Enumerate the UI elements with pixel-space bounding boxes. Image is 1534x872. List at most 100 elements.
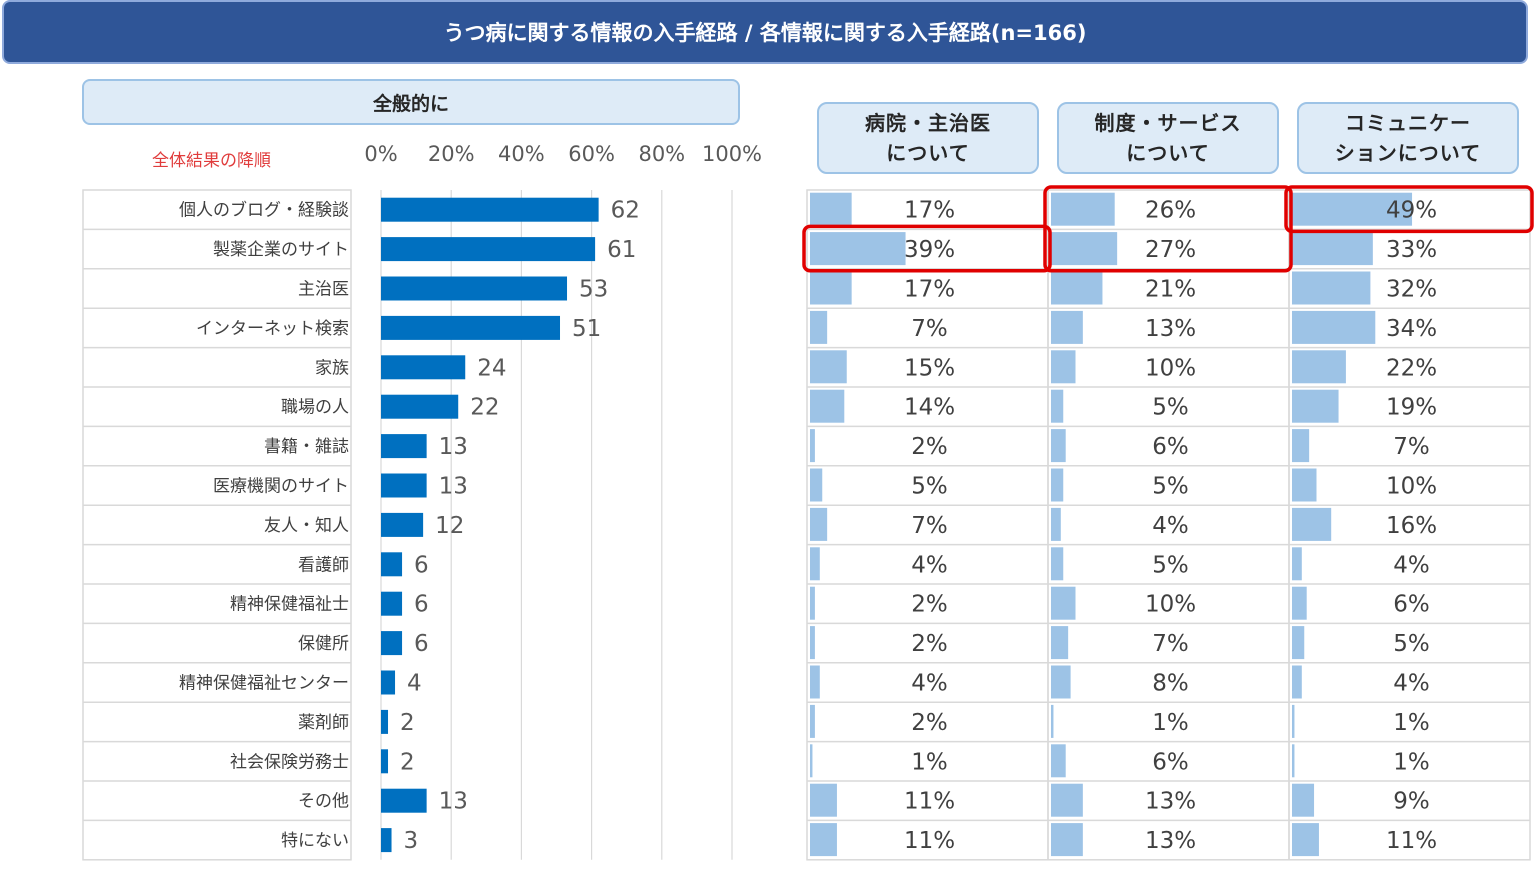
cell-bar [1292,389,1339,423]
category-label: 特にない [281,831,349,851]
col-header-communication: コミュニケー ションについて [1297,102,1519,174]
bar [381,670,396,695]
cell-value: 13% [1145,316,1196,342]
cell-bar [1051,823,1083,857]
category-label: インターネット検索 [196,319,349,339]
cell-bar [1051,350,1076,384]
category-label: 精神保健福祉士 [230,595,349,615]
cell-bar [1292,507,1332,541]
category-label: 保健所 [298,634,349,654]
cell-bar [1051,232,1118,266]
cell-value: 7% [1152,631,1189,657]
cell-value: 6% [1152,749,1189,775]
data-label: 13 [439,789,468,815]
bar [381,631,403,656]
data-label: 6 [414,592,429,618]
cell-bar [810,271,852,305]
data-label: 2 [400,749,415,775]
bar [381,828,392,853]
category-label: 看護師 [298,555,349,575]
bar [381,394,459,419]
cell-value: 11% [904,789,955,815]
category-label: 精神保健福祉センター [179,674,349,694]
cell-value: 10% [1145,355,1196,381]
category-label: 書籍・雑誌 [264,437,349,457]
cell-value: 49% [1386,198,1437,224]
cell-value: 4% [1152,513,1189,539]
cell-bar [810,626,815,660]
cell-bar [1051,468,1064,502]
cell-bar [1051,271,1103,305]
cell-value: 1% [1152,710,1189,736]
cell-bar [1051,389,1064,423]
cell-value: 6% [1152,434,1189,460]
bar [381,197,599,222]
cell-bar [1051,310,1083,344]
data-label: 2 [400,710,415,736]
cell-bar [1292,192,1413,226]
bar [381,591,403,616]
cell-bar [810,232,906,266]
cell-bar [810,783,837,817]
bar [381,552,403,577]
col-header-hospital: 病院・主治医 について [817,102,1039,174]
cell-bar [1292,823,1319,857]
cell-bar [810,350,847,384]
data-label: 4 [407,671,422,697]
bar [381,315,561,340]
cell-value: 1% [1393,749,1430,775]
section-header-overall: 全般的に [82,79,740,125]
cell-bar [1051,586,1076,620]
col-header-hospital-line2: について [886,141,970,165]
cell-value: 11% [1386,828,1437,854]
sort-note: 全体結果の降順 [152,151,271,171]
cell-bar [1292,586,1307,620]
cell-bar [810,429,815,463]
cell-value: 33% [1386,237,1437,263]
category-label: 友人・知人 [264,516,349,536]
cell-bar [1051,626,1069,660]
bar [381,237,596,262]
x-tick-label: 100% [702,142,762,166]
cell-bar [1051,547,1064,581]
bar [381,276,568,301]
cell-bar [1051,507,1061,541]
cell-value: 21% [1145,277,1196,303]
data-label: 62 [611,198,640,224]
data-label: 12 [435,513,464,539]
cell-bar [1292,626,1305,660]
cell-value: 5% [1152,552,1189,578]
data-label: 51 [572,316,601,342]
data-label: 13 [439,474,468,500]
cell-value: 17% [904,198,955,224]
cell-bar [1292,271,1371,305]
x-tick-label: 80% [638,142,685,166]
cell-value: 8% [1152,671,1189,697]
data-label: 53 [579,277,608,303]
cell-value: 27% [1145,237,1196,263]
cell-value: 4% [1393,671,1430,697]
cell-bar [1292,429,1310,463]
cell-bar [1292,665,1302,699]
cell-value: 39% [904,237,955,263]
highlight-box [1043,185,1293,273]
cell-bar [1051,704,1054,738]
bar [381,355,466,380]
cell-bar [1292,468,1317,502]
cell-value: 22% [1386,355,1437,381]
data-label: 6 [414,552,429,578]
cell-value: 6% [1393,592,1430,618]
cell-value: 16% [1386,513,1437,539]
cell-value: 2% [911,710,948,736]
highlight-box [802,224,1052,273]
category-label: 医療機関のサイト [213,477,349,497]
chart-title: うつ病に関する情報の入手経路 / 各情報に関する入手経路(n=166) [2,0,1528,64]
cell-value: 17% [904,277,955,303]
cell-value: 13% [1145,828,1196,854]
cell-bar [1292,310,1376,344]
cell-bar [810,586,815,620]
cell-bar [810,507,828,541]
cell-value: 1% [1393,710,1430,736]
highlight-box [1284,185,1534,234]
